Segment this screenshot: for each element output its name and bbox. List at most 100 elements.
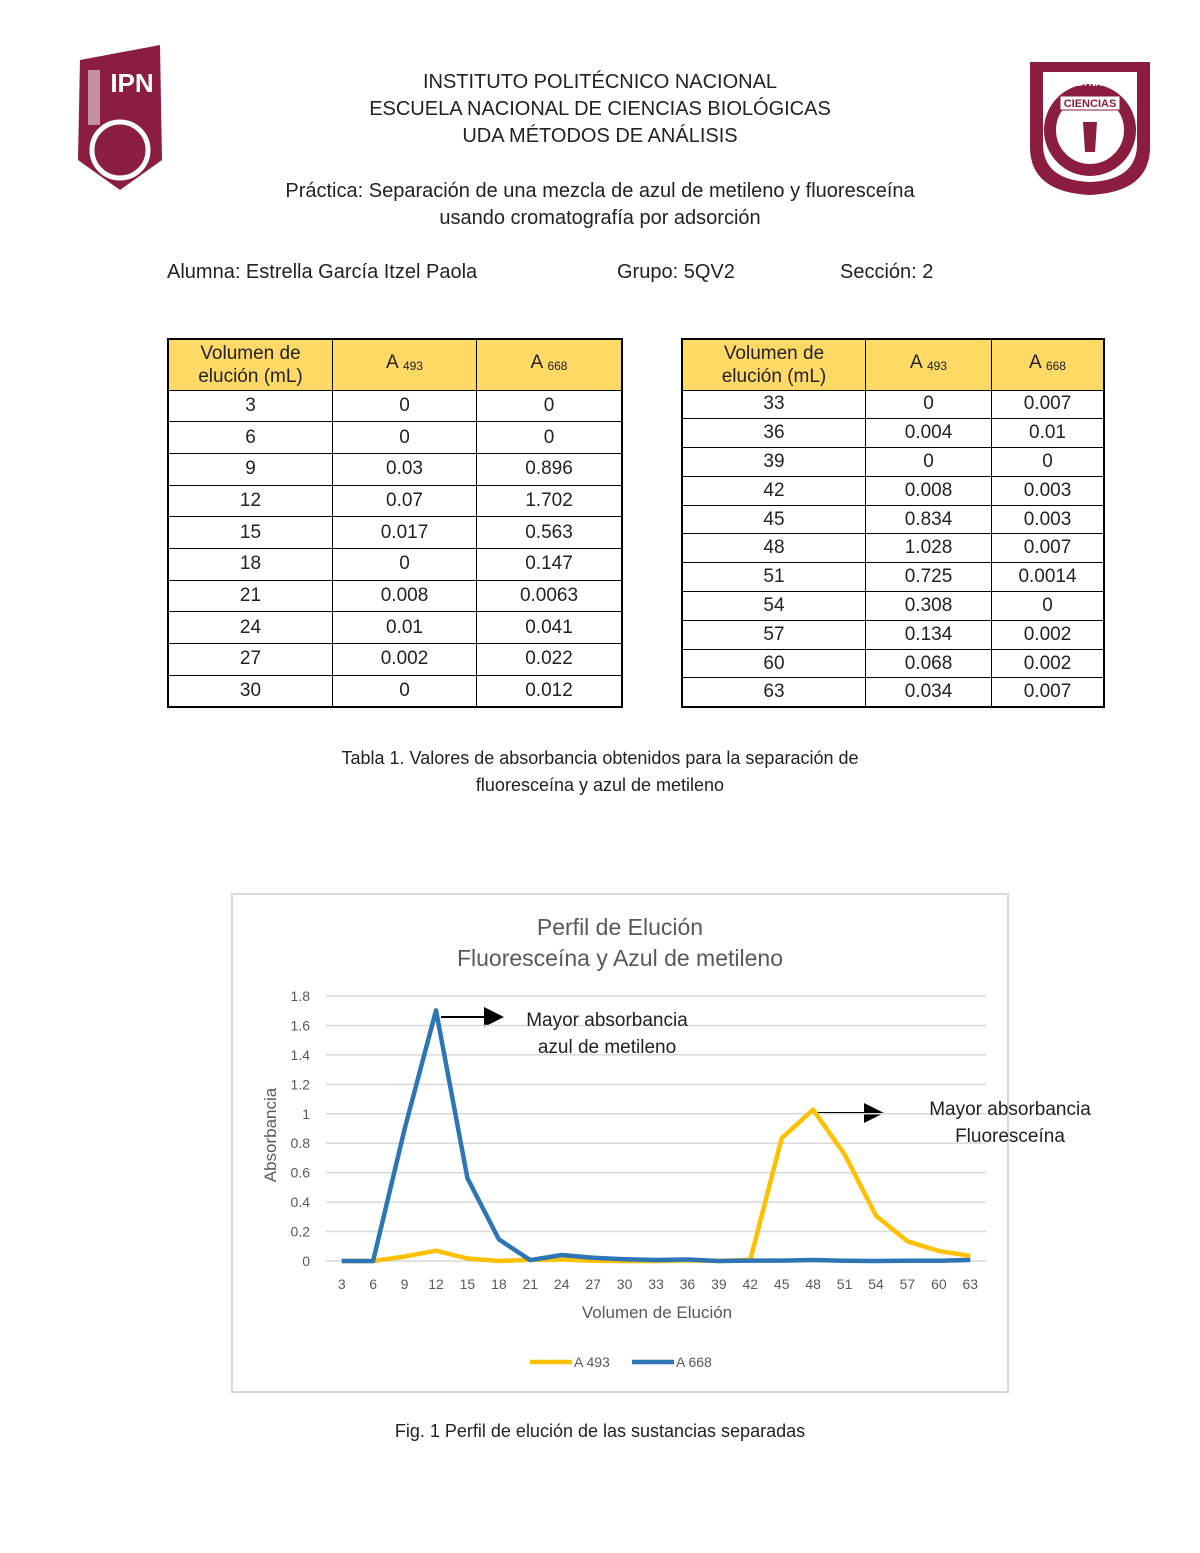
logo-detail xyxy=(88,70,100,125)
y-tick-label: 0.8 xyxy=(291,1135,311,1151)
table-cell: 1.028 xyxy=(865,533,992,564)
table-cell: 0.041 xyxy=(476,611,623,644)
column-header: Volumen de elución (mL) xyxy=(167,338,333,391)
table-row: 51 0.725 0.0014 xyxy=(681,562,1105,593)
header-base: A xyxy=(1029,352,1041,374)
x-tick-label: 21 xyxy=(522,1276,538,1292)
header-sub: 493 xyxy=(926,359,947,374)
y-tick-label: 1.2 xyxy=(291,1076,311,1092)
x-tick-label: 30 xyxy=(617,1276,633,1292)
column-header: Volumen de elución (mL) xyxy=(681,338,866,391)
ipn-logo: IPN xyxy=(78,45,162,190)
x-tick-label: 33 xyxy=(648,1276,664,1292)
logo-text: CIENCIAS xyxy=(1064,98,1117,110)
y-tick-label: 0 xyxy=(302,1253,310,1269)
table-cell: 0.002 xyxy=(991,648,1105,679)
table-cell: 0.147 xyxy=(476,547,623,581)
table-cell: 0.022 xyxy=(476,643,623,676)
annotation: azul de metileno xyxy=(538,1037,676,1058)
table-cell: 0.008 xyxy=(332,579,477,613)
data-line xyxy=(341,1008,971,1264)
table-row: 54 0.308 0 xyxy=(681,591,1105,621)
y-tick-label: 1.8 xyxy=(291,988,311,1004)
logo-text: ESCUELA NACIONAL xyxy=(1044,78,1137,88)
y-tick-label: 0.6 xyxy=(291,1165,311,1181)
table-cell: 48 xyxy=(681,533,866,564)
x-tick-label: 24 xyxy=(554,1276,570,1292)
table-cell: 0 xyxy=(476,389,623,423)
table-row: 9 0.03 0.896 xyxy=(167,452,623,486)
table-cell: 0.07 xyxy=(332,484,477,518)
table-cell: 0.896 xyxy=(476,452,623,486)
x-tick-label: 12 xyxy=(428,1276,444,1292)
group: Grupo: 5QV2 xyxy=(617,261,735,283)
table-cell: 0.008 xyxy=(865,475,992,506)
logo-gear xyxy=(89,119,151,181)
column-header: A 493 xyxy=(865,338,992,391)
annotation: Mayor absorbancia xyxy=(929,1099,1091,1120)
table-cell: 0 xyxy=(476,421,623,454)
x-tick-label: 48 xyxy=(805,1276,821,1292)
header-base: A xyxy=(386,352,398,374)
section: Sección: 2 xyxy=(840,261,934,283)
header-sub: 668 xyxy=(1045,359,1066,374)
table-cell: 0.834 xyxy=(865,504,992,535)
x-axis-label: Volumen de Elución xyxy=(582,1303,732,1322)
table-row: 57 0.134 0.002 xyxy=(681,619,1105,650)
table-cell: 0.002 xyxy=(991,619,1105,650)
table-cell: 39 xyxy=(681,447,866,477)
practice-line: usando cromatografía por adsorción xyxy=(439,207,761,229)
header-line: ESCUELA NACIONAL DE CIENCIAS BIOLÓGICAS xyxy=(369,98,831,120)
table-cell: 0 xyxy=(332,547,477,581)
x-tick-label: 9 xyxy=(401,1276,409,1292)
table-cell: 0 xyxy=(332,389,477,423)
table-row: 33 0 0.007 xyxy=(681,389,1105,420)
table-row: 63 0.034 0.007 xyxy=(681,677,1105,708)
legend-label: A 493 xyxy=(574,1354,610,1370)
caption-line: Tabla 1. Valores de absorbancia obtenido… xyxy=(341,748,859,768)
annotation: Fluoresceína xyxy=(955,1126,1065,1147)
table-row: 24 0.01 0.041 xyxy=(167,611,623,644)
table-row: 27 0.002 0.022 xyxy=(167,643,623,676)
table-cell: 36 xyxy=(681,418,866,449)
x-tick-label: 3 xyxy=(338,1276,346,1292)
header-line: INSTITUTO POLITÉCNICO NACIONAL xyxy=(422,71,778,93)
header-row: Volumen de elución (mL) A 493 A 668 xyxy=(681,338,1105,391)
column-header: A 668 xyxy=(991,338,1105,391)
legend-label: A 668 xyxy=(676,1354,712,1370)
x-tick-label: 18 xyxy=(491,1276,507,1292)
table-cell: 0.01 xyxy=(332,611,477,644)
header-base: A xyxy=(910,352,922,374)
table-caption: Tabla 1. Valores de absorbancia obtenido… xyxy=(0,745,1200,799)
y-axis-label: Absorbancia xyxy=(261,1087,280,1182)
table-cell: 54 xyxy=(681,591,866,621)
table-cell: 0 xyxy=(865,447,992,477)
table-cell: 0.012 xyxy=(476,674,623,708)
x-tick-label: 42 xyxy=(742,1276,758,1292)
table-cell: 0.0014 xyxy=(991,562,1105,593)
header-row: Volumen de elución (mL) A 493 A 668 xyxy=(167,338,623,391)
table-cell: 51 xyxy=(681,562,866,593)
table-cell: 21 xyxy=(167,579,333,613)
x-tick-label: 57 xyxy=(900,1276,916,1292)
y-tick-label: 1 xyxy=(302,1106,310,1122)
chart-title: Perfil de Elución xyxy=(537,914,703,940)
column-header: A 493 xyxy=(332,338,477,391)
x-tick-label: 36 xyxy=(680,1276,696,1292)
column-header: A 668 xyxy=(476,338,623,391)
x-tick-label: 45 xyxy=(774,1276,790,1292)
logo-text: IPN xyxy=(110,68,153,98)
table-row: 39 0 0 xyxy=(681,447,1105,477)
x-tick-label: 51 xyxy=(837,1276,853,1292)
table-cell: 0 xyxy=(332,674,477,708)
y-tick-label: 1.4 xyxy=(291,1047,311,1063)
table-cell: 0.308 xyxy=(865,591,992,621)
table-cell: 18 xyxy=(167,547,333,581)
logo-microscope xyxy=(1083,122,1097,152)
table-row: 42 0.008 0.003 xyxy=(681,475,1105,506)
table-cell: 0.0063 xyxy=(476,579,623,613)
x-tick-label: 63 xyxy=(962,1276,978,1292)
logo-ring xyxy=(1044,84,1136,176)
table-cell: 0.007 xyxy=(991,389,1105,420)
